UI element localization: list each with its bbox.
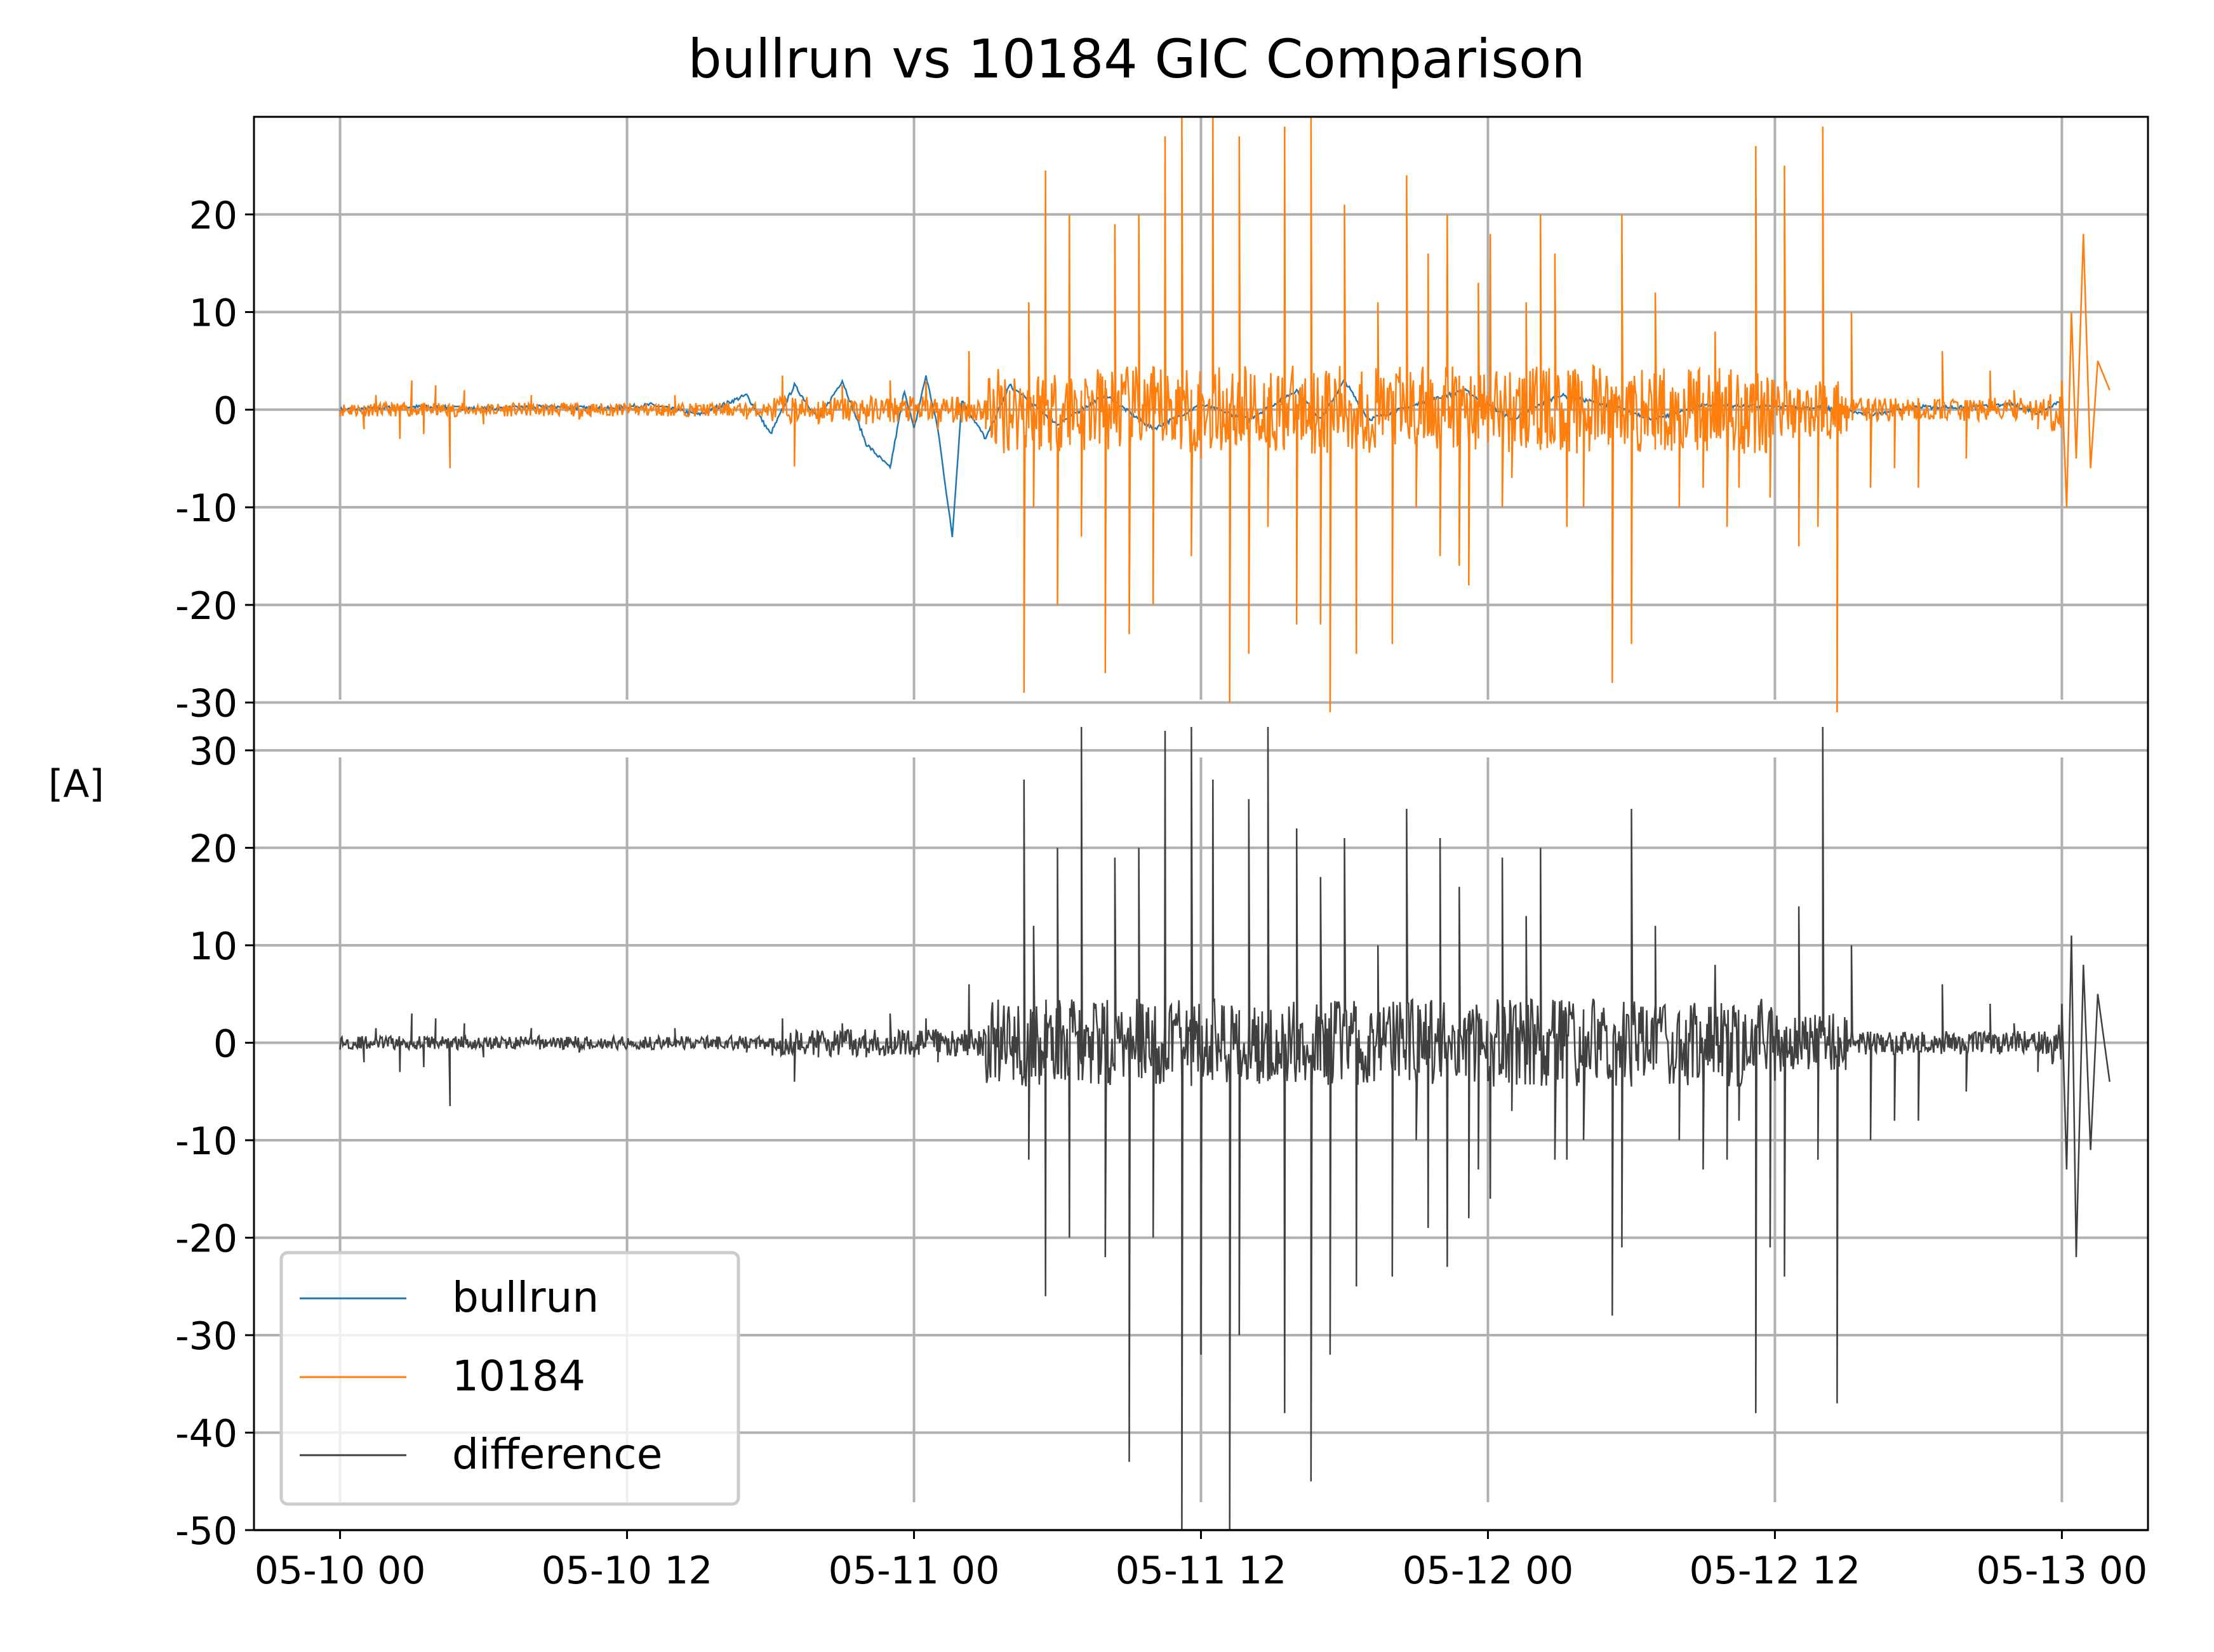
legend-label-bullrun: bullrun bbox=[452, 1273, 599, 1322]
y-tick-label-bottom: 0 bbox=[213, 1022, 237, 1066]
x-tick-label: 05-10 00 bbox=[255, 1549, 426, 1593]
series-line-10184 bbox=[339, 116, 2111, 712]
y-tick-label-bottom: -30 bbox=[175, 1314, 237, 1359]
y-tick-label-top: -20 bbox=[175, 584, 237, 629]
y-tick-label-top: 10 bbox=[189, 291, 237, 336]
y-tick-label-top: -30 bbox=[175, 682, 237, 726]
y-tick-label-top: -10 bbox=[175, 486, 237, 531]
y-tick-label-bottom: -20 bbox=[175, 1216, 237, 1261]
legend-label-difference: difference bbox=[452, 1430, 662, 1479]
y-tick-label-top: 20 bbox=[189, 194, 237, 238]
y-tick-label-bottom: 10 bbox=[189, 924, 237, 969]
x-tick-label: 05-11 12 bbox=[1116, 1549, 1287, 1593]
y-axis-label: [A] bbox=[48, 762, 104, 806]
y-tick-label-bottom: 30 bbox=[189, 729, 237, 774]
plot-area-frame bbox=[253, 116, 2149, 1531]
legend-box bbox=[279, 1251, 740, 1506]
y-tick-label-bottom: 20 bbox=[189, 827, 237, 871]
legend-label-10184: 10184 bbox=[452, 1352, 585, 1401]
x-tick-label: 05-12 00 bbox=[1403, 1549, 1574, 1593]
chart-title: bullrun vs 10184 GIC Comparison bbox=[688, 28, 1585, 90]
x-tick-label: 05-10 12 bbox=[542, 1549, 713, 1593]
y-tick-label-top: 0 bbox=[213, 389, 237, 433]
y-tick-label-bottom: -10 bbox=[175, 1119, 237, 1164]
series-line-difference bbox=[339, 726, 2111, 1531]
x-tick-label: 05-11 00 bbox=[829, 1549, 1000, 1593]
legend: bullrun 10184 difference bbox=[279, 1251, 740, 1506]
y-tick-label-bottom: -50 bbox=[175, 1509, 237, 1554]
y-tick-label-bottom: -40 bbox=[175, 1411, 237, 1456]
x-tick-label: 05-13 00 bbox=[1977, 1549, 2148, 1593]
x-tick-label: 05-12 12 bbox=[1690, 1549, 1861, 1593]
